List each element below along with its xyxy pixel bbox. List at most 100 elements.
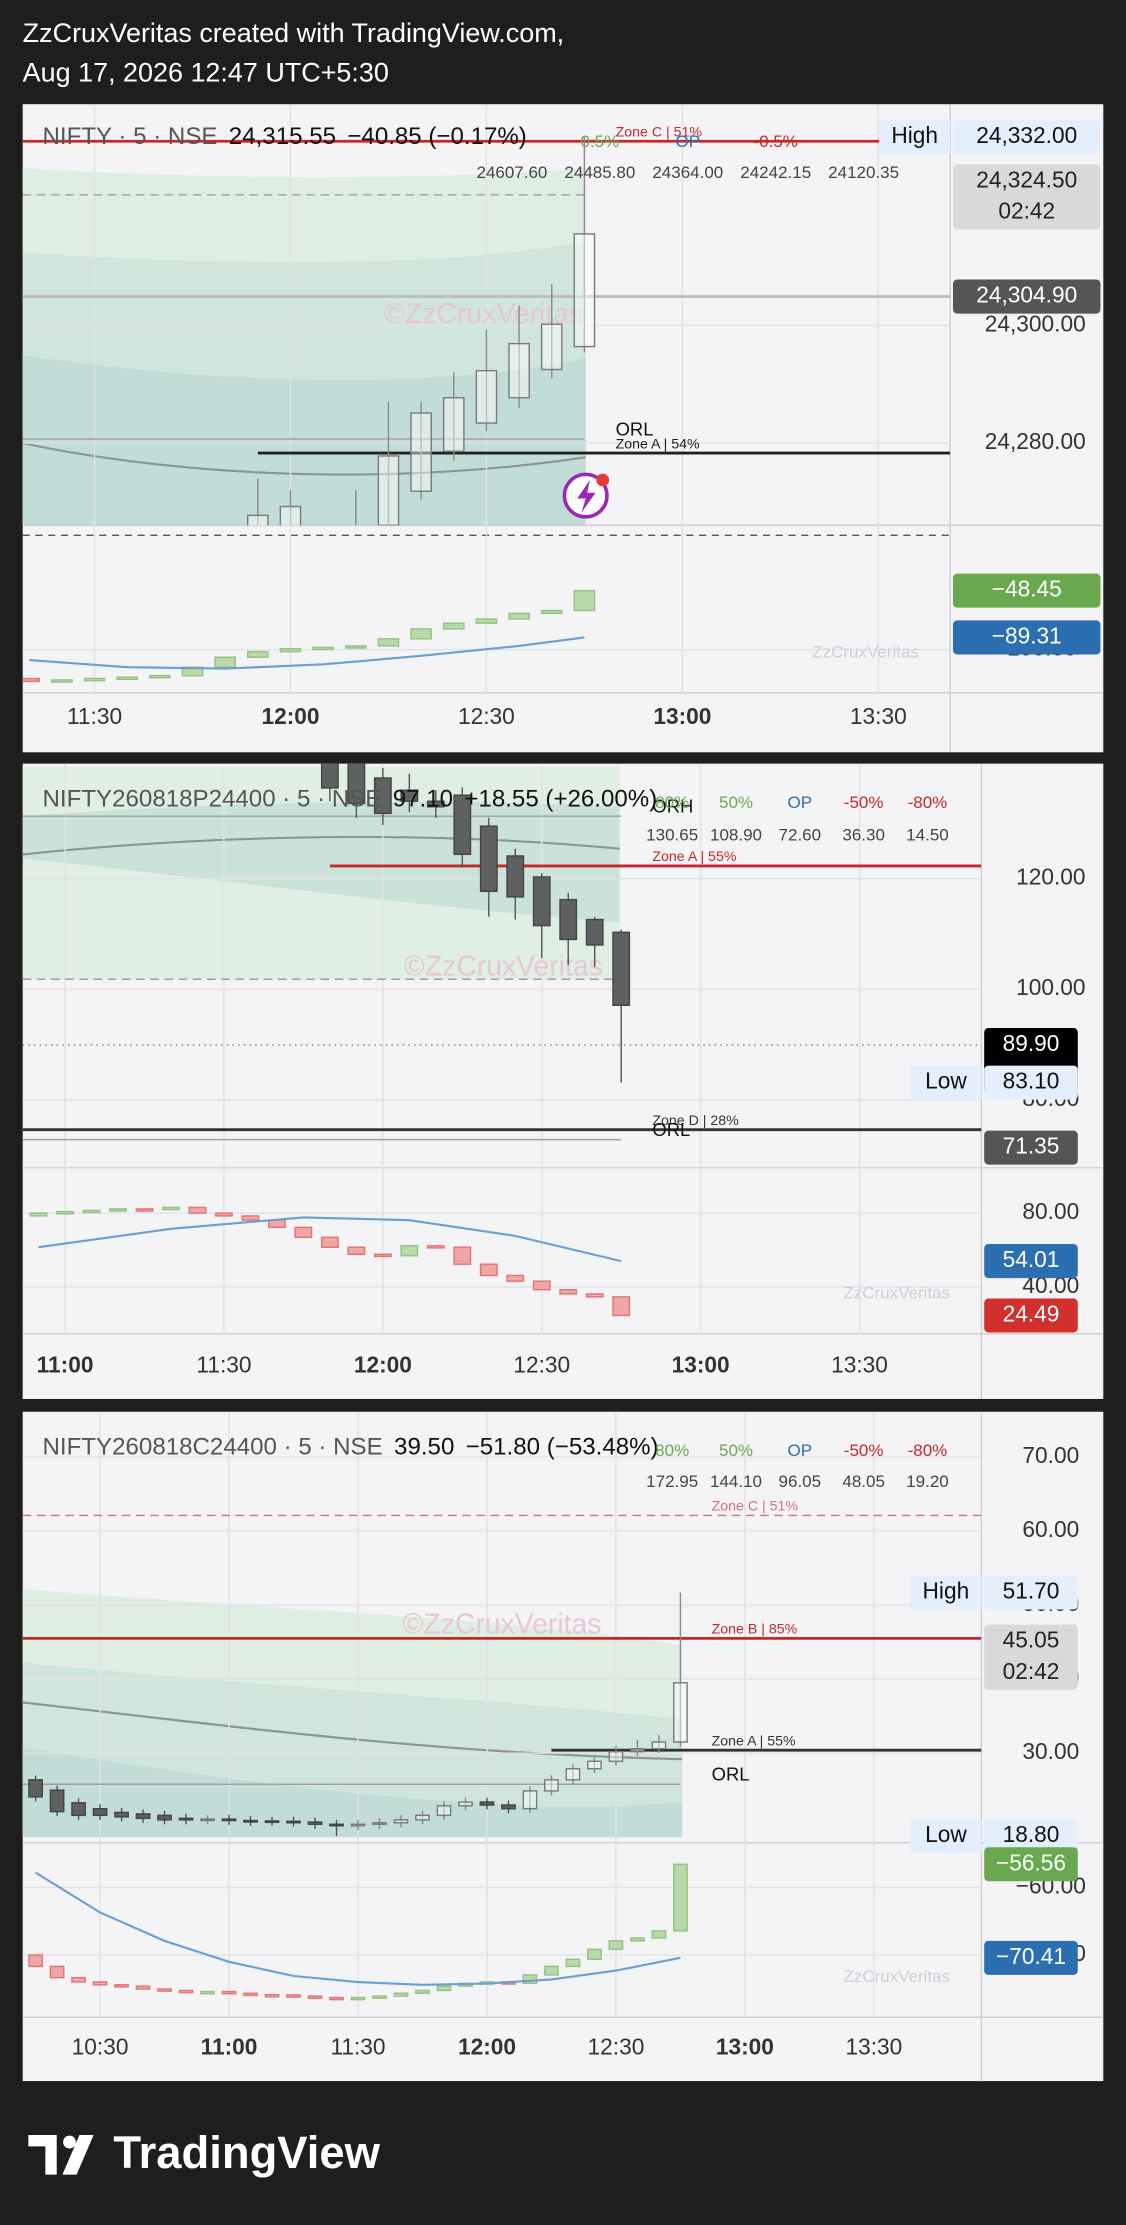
last-price: 97.10 [393,786,453,813]
oscillator-candle [92,1981,108,1986]
price-pane: Zone C | 51% Zone B | 85% Zone A | 55% ORL [22,1499,982,1837]
level-value: 130.65 [646,825,698,844]
oscillator-candle [506,1274,525,1282]
oscillator-candle [559,1288,578,1295]
candle-body [246,514,269,526]
level-value: 24120.35 [828,163,899,182]
level-header: -0.5% [754,132,798,151]
level-header: 50% [719,1441,753,1460]
x-tick-label: 12:30 [513,1351,570,1377]
tag-word-box [910,1819,982,1854]
candle-body [608,1750,624,1763]
price-tag [984,1819,1078,1854]
level-label: Zone A | 55% [652,849,736,865]
last-price: 39.50 [394,1434,454,1461]
oscillator-candle [532,1280,551,1291]
countdown: 02:42 [1003,1658,1060,1684]
oscillator-candle [479,1263,498,1277]
price-change: −51.80 (−53.48%) [466,1434,659,1461]
tag-word: Low [925,1821,967,1847]
oscillator-candle [28,1954,43,1968]
x-tick-label: 13:00 [653,703,711,729]
candle-body [508,342,530,399]
x-tick-label: 11:00 [37,1351,94,1377]
oscillator-candle [608,1940,624,1951]
level-header: OP [788,793,813,812]
oscillator-candle [114,1984,129,1988]
candle-body [436,1805,452,1817]
axis-labels: 11:00 11:30 12:00 12:30 13:00 13:30 80.00 100.0… [37,786,1086,1377]
candle-body [426,800,445,808]
candle-body [453,794,472,856]
candle-body [587,1760,602,1770]
price-tag [952,573,1101,608]
price-tag [984,1130,1078,1165]
price-tag [952,279,1101,314]
level-header: 50% [719,793,753,812]
level-header: 80% [655,793,689,812]
candle-body [415,1814,430,1821]
candle-body [544,1779,559,1792]
oscillator-candle [415,1989,430,1994]
tag-word-box [910,1065,982,1100]
band [22,355,586,526]
level-label: Zone A | 54% [616,436,700,452]
oscillator-candle [320,1236,339,1248]
tag-word-box [879,120,951,155]
grid: ©ZzCruxVeritas ZzCruxVeritas [22,1411,982,2018]
price-tag [952,120,1101,155]
footer-logo: TradingView [28,2127,381,2178]
oscillator-candle [436,1985,452,1992]
candle-body [114,1811,129,1818]
chart-title: NIFTY260818C24400 · 5 · NSE 39.50 −51.80 (… [43,1434,659,1461]
candle-body [243,1819,258,1823]
candle-body [221,1818,237,1822]
level-label: Zone A | 55% [712,1733,796,1749]
oscillator-candle [377,638,400,647]
watermark: ©ZzCruxVeritas [403,1608,602,1640]
oscillator-candle [82,1209,101,1214]
logo-mark [63,2135,76,2149]
y-tick-label: 60.00 [1022,1516,1079,1542]
level-label: Zone C | 51% [616,125,703,141]
level-value: 14.50 [906,825,949,844]
price-tag-label: 24,332.00 [976,122,1077,148]
price-tag-label: −70.41 [996,1943,1066,1969]
x-tick-label: 10:30 [72,2033,129,2059]
oscillator-candle [109,1208,127,1212]
candle-body [475,369,498,424]
candle-body [350,1823,366,1827]
oscillator-candle [585,1293,604,1298]
oscillator-candle [178,1989,194,1994]
oscillator-candle [51,679,73,683]
oscillator-candle [442,622,465,630]
level-label: ORL [616,418,654,439]
oscillator-pane [29,1206,631,1317]
bands [22,168,683,1838]
tag-word: Low [925,1068,967,1094]
price-tag [984,1847,1078,1882]
candle-body [565,1768,581,1781]
x-tick-label: 13:30 [850,703,907,729]
price-tag-label: 24,324.50 [976,166,1077,192]
oscillator-candle [522,1974,538,1985]
oscillator-candle [221,1990,237,1995]
candle-body [157,1814,172,1821]
oscillator-candle [116,676,139,680]
candle-body [377,455,400,526]
oscillator-candle [587,1948,602,1960]
level-value: 144.10 [710,1472,762,1491]
candle-body [329,1823,344,1827]
x-tick-label: 12:00 [261,703,319,729]
x-tick-label: 12:30 [588,2033,645,2059]
candle-body [28,1779,43,1798]
oscillator-candle [410,628,432,640]
candle-body [532,876,551,927]
candle-body [264,1820,280,1824]
oscillator-candle [135,1985,151,1990]
oscillator-candle [673,1863,688,1932]
level-label: Zone B | 85% [712,1622,798,1638]
level-value: 24242.15 [740,163,811,182]
